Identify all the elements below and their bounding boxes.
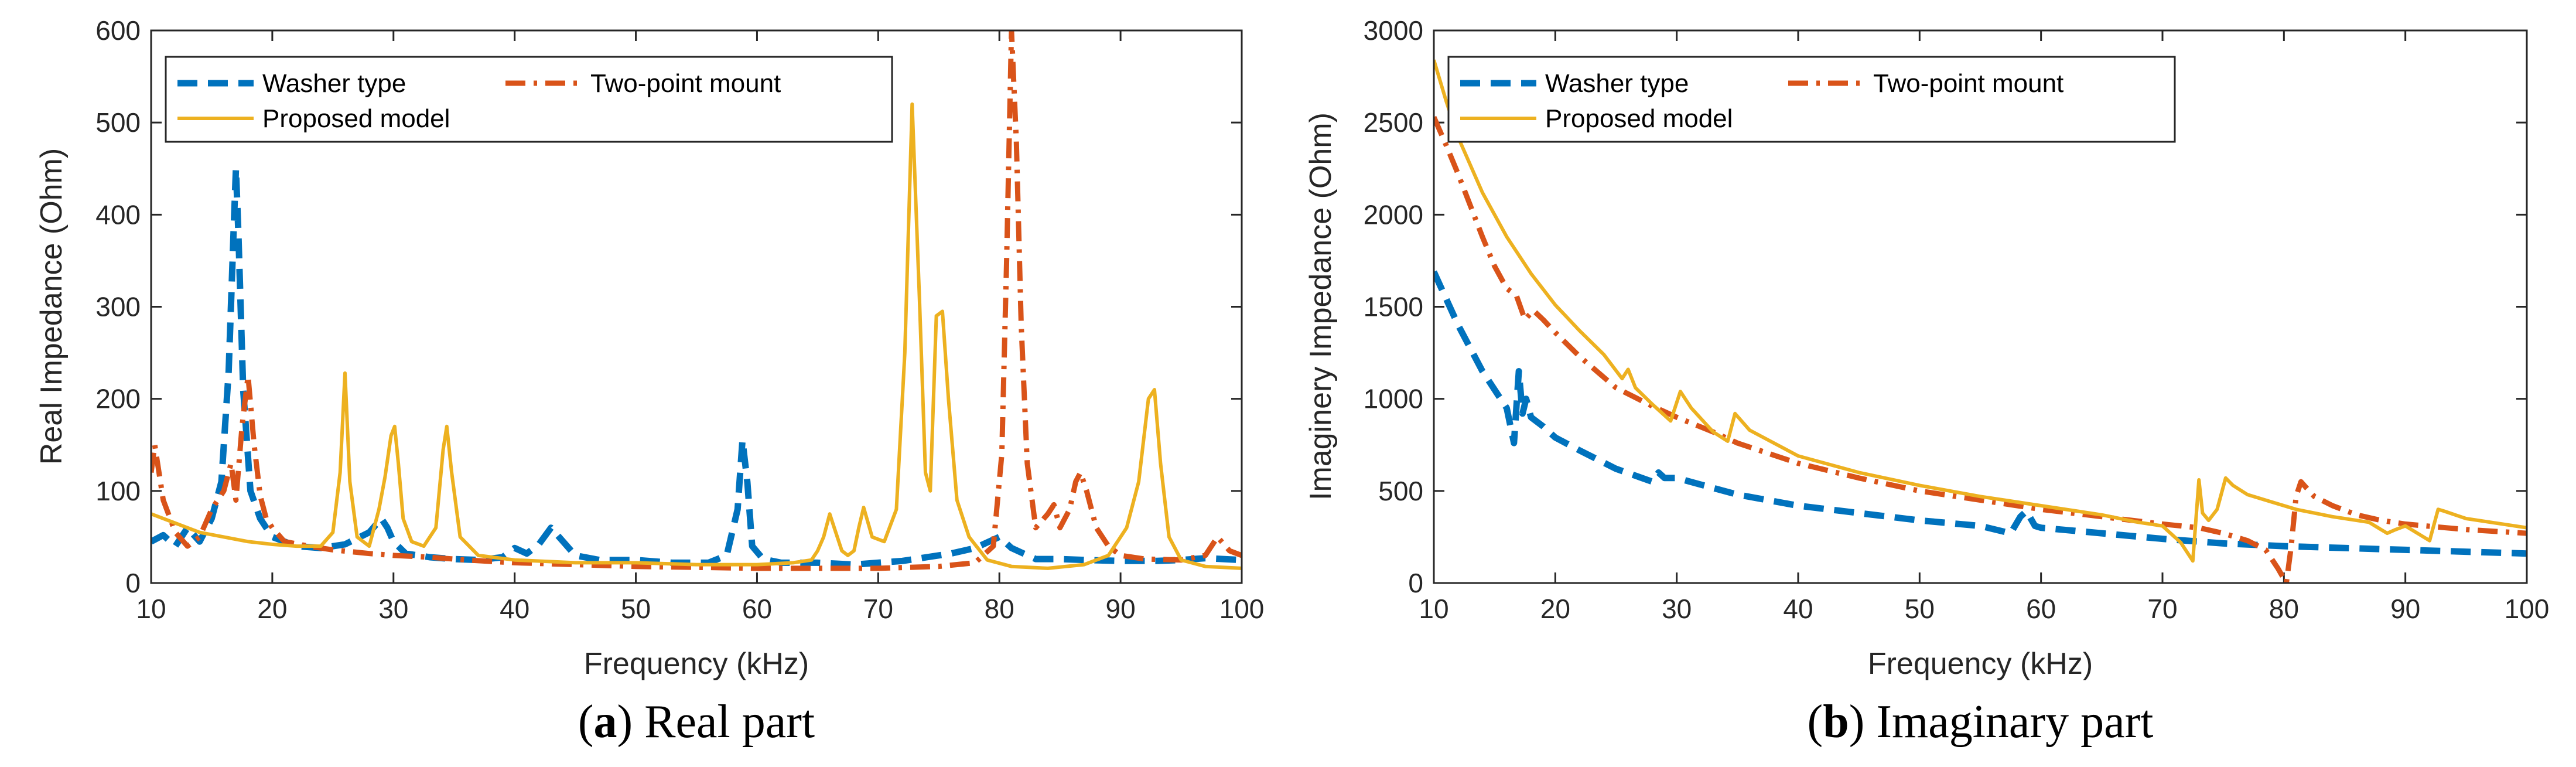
y-tick-label: 0 (1408, 568, 1423, 598)
caption-letter-a: a (594, 696, 617, 748)
legend-label: Proposed model (1545, 104, 1733, 133)
tick-labels-b: 10 20 30 40 50 60 70 80 90 1000500100015002000250… (1364, 15, 2550, 624)
axes-box-b (1433, 29, 2528, 584)
y-tick-label: 600 (95, 15, 141, 46)
series-lines-a (151, 30, 1242, 571)
legend-label: Washer type (262, 69, 406, 98)
tick-labels-a: 10 20 30 40 50 60 70 80 90 100 0 100 200 300 400 500 600 (95, 15, 1264, 624)
x-tick-label: 10 (136, 594, 166, 624)
caption-text-b: Imaginary part (1876, 696, 2153, 748)
x-tick-label: 80 (985, 594, 1014, 624)
panel-real-part: 10 20 30 40 50 60 70 80 90 100 0 100 200 300 400 500 600… (35, 15, 1264, 748)
legend-label: Proposed model (262, 104, 450, 133)
series-line-proposed-model (151, 102, 1242, 570)
x-tick-label: 90 (2390, 594, 2420, 624)
y-tick-label: 100 (95, 476, 141, 506)
caption-a: (a) Real part (578, 696, 815, 748)
y-axis-label-a: Real Impedance (Ohm) (35, 148, 69, 465)
axes-box-a (150, 29, 1243, 584)
x-tick-label: 50 (1905, 594, 1935, 624)
y-tick-label: 0 (125, 568, 141, 598)
x-tick-label: 60 (2026, 594, 2056, 624)
y-axis-label-b: Imaginery Impedance (Ohm) (1304, 113, 1338, 500)
y-tick-label: 3000 (1364, 15, 1423, 46)
y-tick-label: 300 (95, 292, 141, 322)
x-tick-label: 30 (378, 594, 408, 624)
series-lines-b (1434, 59, 2527, 583)
x-tick-label: 40 (1783, 594, 1813, 624)
legend-label: Washer type (1545, 69, 1689, 98)
x-tick-label: 20 (1540, 594, 1570, 624)
x-tick-label: 70 (2147, 594, 2177, 624)
caption-b: (b) Imaginary part (1808, 696, 2154, 748)
y-tick-label: 400 (95, 199, 141, 230)
caption-letter-b: b (1823, 696, 1849, 748)
y-tick-label: 2000 (1364, 199, 1423, 230)
x-tick-label: 60 (742, 594, 772, 624)
x-tick-label: 90 (1106, 594, 1136, 624)
y-tick-label: 2500 (1364, 107, 1423, 138)
legend-box (1447, 56, 2176, 143)
y-tick-label: 500 (1378, 476, 1423, 506)
legend-a: Washer type Two-point mount Proposed model (165, 56, 893, 143)
series-line-proposed-model (1434, 59, 2527, 563)
x-tick-label: 40 (500, 594, 529, 624)
caption-text-a: Real part (644, 696, 815, 748)
x-tick-label: 100 (2505, 594, 2550, 624)
x-tick-label: 50 (621, 594, 651, 624)
legend-label: Two-point mount (1873, 69, 2063, 98)
x-tick-label: 80 (2269, 594, 2299, 624)
x-tick-label: 30 (1662, 594, 1692, 624)
y-tick-label: 1500 (1364, 292, 1423, 322)
legend-b: Washer type Two-point mount Proposed model (1447, 56, 2176, 143)
panel-imaginary-part: 10 20 30 40 50 60 70 80 90 1000500100015002000250… (1304, 15, 2549, 748)
x-tick-label: 20 (257, 594, 287, 624)
x-tick-label: 70 (863, 594, 893, 624)
x-axis-label-a: Frequency (kHz) (584, 647, 809, 681)
y-tick-label: 1000 (1364, 384, 1423, 414)
y-tick-label: 200 (95, 384, 141, 414)
series-line-washer-type (151, 165, 1242, 568)
legend-box (165, 56, 893, 143)
series-line-two-point-mount (151, 30, 1242, 571)
x-tick-label: 10 (1419, 594, 1448, 624)
series-line-washer-type (1434, 270, 2527, 557)
x-axis-label-b: Frequency (kHz) (1868, 647, 2093, 681)
y-tick-label: 500 (95, 107, 141, 138)
legend-label: Two-point mount (590, 69, 781, 98)
x-tick-label: 100 (1219, 594, 1265, 624)
